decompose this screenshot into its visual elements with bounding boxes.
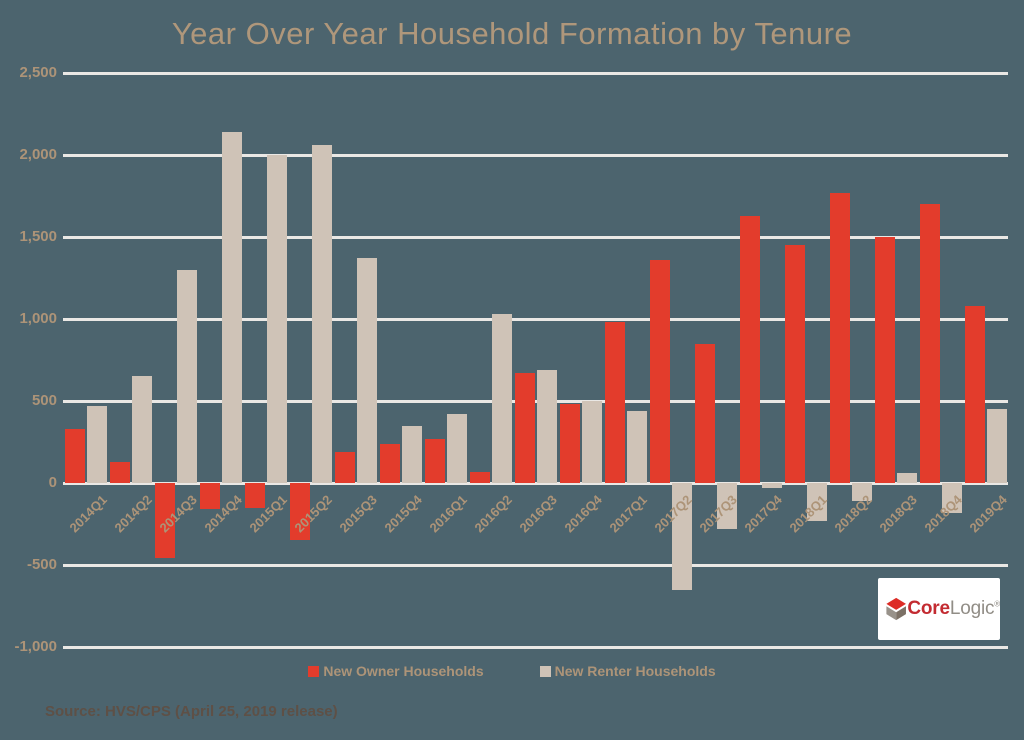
x-axis-label-2017Q1: 2017Q1	[606, 492, 650, 536]
bar-owner-2019Q4	[965, 305, 985, 483]
source-note: Source: HVS/CPS (April 25, 2019 release)	[45, 703, 338, 720]
bar-owner-2017Q1	[605, 322, 625, 483]
x-axis-label-2014Q2: 2014Q2	[111, 492, 155, 536]
bar-owner-2016Q4	[560, 404, 580, 483]
bar-renter-2016Q4	[582, 401, 602, 483]
legend-renter-swatch-icon	[539, 665, 551, 677]
bar-renter-2016Q2	[492, 314, 512, 483]
bar-owner-2016Q3	[515, 373, 535, 483]
y-axis-label-1500: 1,500	[19, 228, 57, 245]
bar-renter-2014Q3	[177, 269, 197, 483]
corelogic-logo-text: CoreLogic®	[907, 598, 1000, 620]
logo-core-text: Core	[907, 598, 950, 619]
gridline-500	[63, 399, 1008, 403]
bar-renter-2017Q3	[717, 483, 737, 529]
bar-renter-2017Q2	[672, 483, 692, 590]
bar-renter-2015Q2	[312, 145, 332, 483]
bar-renter-2014Q1	[87, 405, 107, 483]
bar-owner-2016Q2	[470, 471, 490, 483]
gridline-2500	[63, 71, 1008, 75]
legend-owner-label: New Owner Households	[323, 663, 484, 679]
gridline-1500	[63, 235, 1008, 239]
legend-item-owner: New Owner Households	[308, 663, 484, 679]
bar-owner-2017Q4	[740, 215, 760, 483]
bar-owner-2018Q4	[920, 204, 940, 483]
bar-renter-2014Q2	[132, 376, 152, 483]
x-axis-label-2016Q2: 2016Q2	[471, 492, 515, 536]
corelogic-logo: CoreLogic®	[878, 578, 1000, 640]
bar-renter-2018Q4	[942, 483, 962, 513]
legend-owner-swatch-icon	[308, 665, 320, 677]
bar-renter-2018Q3	[897, 473, 917, 483]
x-axis-label-2017Q4: 2017Q4	[741, 492, 785, 536]
y-axis-label-2500: 2,500	[19, 64, 57, 81]
gridline--1000	[63, 645, 1008, 649]
y-axis-label--1000: -1,000	[14, 638, 57, 655]
bar-owner-2018Q1	[785, 245, 805, 483]
corelogic-diamond-icon	[886, 597, 906, 621]
bar-renter-2019Q4	[987, 409, 1007, 483]
bar-renter-2018Q2	[852, 483, 872, 502]
logo-registered-mark: ®	[994, 599, 1000, 609]
bar-owner-2016Q1	[425, 438, 445, 483]
x-axis-label-2015Q3: 2015Q3	[336, 492, 380, 536]
legend-item-renter: New Renter Households	[539, 663, 716, 679]
gridline-0	[63, 481, 1008, 485]
y-axis-label-500: 500	[31, 392, 57, 409]
gridline-1000	[63, 317, 1008, 321]
x-axis-label-2015Q4: 2015Q4	[381, 492, 425, 536]
bar-renter-2018Q1	[807, 483, 827, 521]
bar-owner-2015Q2	[290, 483, 310, 541]
x-axis-label-2014Q1: 2014Q1	[66, 492, 110, 536]
y-axis-label--500: -500	[26, 556, 57, 573]
bar-owner-2014Q4	[200, 483, 220, 510]
x-axis-label-2018Q3: 2018Q3	[876, 492, 920, 536]
bar-renter-2015Q4	[402, 425, 422, 483]
bar-owner-2014Q2	[110, 461, 130, 483]
logo-logic-text: Logic	[949, 598, 995, 619]
x-axis-label-2016Q1: 2016Q1	[426, 492, 470, 536]
y-axis-label-2000: 2,000	[19, 146, 57, 163]
bar-owner-2014Q3	[155, 483, 175, 559]
bar-owner-2015Q1	[245, 483, 265, 508]
x-axis-label-2016Q3: 2016Q3	[516, 492, 560, 536]
gridline--500	[63, 563, 1008, 567]
bar-owner-2018Q2	[830, 192, 850, 483]
bar-owner-2014Q1	[65, 428, 85, 483]
bar-owner-2017Q3	[695, 343, 715, 483]
bar-renter-2015Q1	[267, 155, 287, 483]
bar-renter-2017Q4	[762, 483, 782, 488]
bar-renter-2016Q1	[447, 414, 467, 483]
gridline-2000	[63, 153, 1008, 157]
bar-renter-2014Q4	[222, 132, 242, 483]
bar-renter-2015Q3	[357, 258, 377, 483]
y-axis-label-1000: 1,000	[19, 310, 57, 327]
x-axis-label-2019Q4: 2019Q4	[966, 492, 1010, 536]
bar-owner-2015Q3	[335, 451, 355, 483]
bar-renter-2016Q3	[537, 369, 557, 483]
bar-owner-2018Q3	[875, 237, 895, 483]
chart-title: Year Over Year Household Formation by Te…	[171, 16, 853, 51]
y-axis-label-0: 0	[48, 474, 57, 491]
x-axis-label-2016Q4: 2016Q4	[561, 492, 605, 536]
bar-owner-2015Q4	[380, 443, 400, 483]
bar-renter-2017Q1	[627, 410, 647, 483]
legend: New Owner Households New Renter Househol…	[0, 663, 1024, 679]
bar-owner-2017Q2	[650, 259, 670, 483]
legend-renter-label: New Renter Households	[554, 663, 716, 679]
